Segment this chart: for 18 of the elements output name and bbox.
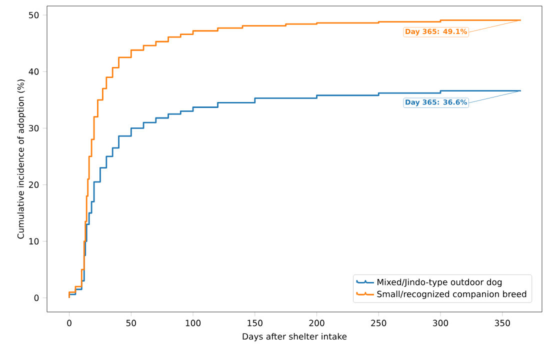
x-tick-label: 0: [67, 320, 72, 326]
x-tick-label: 150: [248, 320, 262, 326]
y-axis-title: Cumulative incidence of adoption (%): [17, 80, 26, 239]
y-tick-label: 20: [29, 182, 39, 188]
x-tick-label: 50: [126, 320, 136, 326]
legend-label: Small/recognized companion breed: [377, 290, 526, 299]
y-tick-label: 40: [28, 68, 39, 75]
y-tick-label: 50: [29, 12, 39, 18]
x-axis-title: Days after shelter intake: [242, 333, 347, 342]
x-tick-label: 350: [494, 320, 510, 326]
x-tick-label: 250: [371, 320, 386, 326]
x-tick-label: 200: [309, 320, 324, 326]
y-tick-label: 0: [34, 294, 39, 302]
x-tick-label: 100: [186, 320, 201, 326]
y-tick-label: 30: [29, 124, 39, 132]
x-tick-label: 300: [433, 320, 448, 326]
legend-label: Mixed/Jindo-type outdoor dog: [378, 278, 502, 287]
y-tick-label: 10: [29, 238, 39, 245]
